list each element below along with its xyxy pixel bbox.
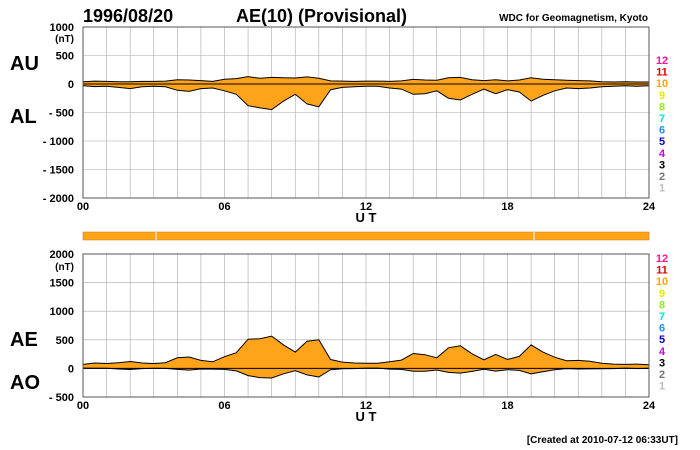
au-al-area <box>83 76 649 110</box>
al-label: AL <box>10 106 37 128</box>
station-count-label: 4 <box>659 148 666 160</box>
data-availability-bar <box>82 231 650 241</box>
station-count-label: 9 <box>659 288 665 300</box>
station-count-label: 11 <box>656 265 668 277</box>
y-tick-label: - 1000 <box>43 136 74 148</box>
ae-ao-x-axis-label: U T <box>356 409 377 424</box>
ae-label: AE <box>10 329 38 351</box>
station-count-label: 7 <box>659 113 665 125</box>
y-tick-label: 1500 <box>50 278 74 290</box>
x-tick-label: 06 <box>218 201 230 213</box>
y-tick-label: 500 <box>56 51 74 63</box>
y-tick-label: 0 <box>68 79 74 91</box>
ae-series-line <box>82 335 650 366</box>
station-count-label: 8 <box>659 299 665 311</box>
au-al-x-axis-label: U T <box>356 210 377 225</box>
station-count-label: 7 <box>659 311 665 323</box>
ae-ao-unit: (nT) <box>55 262 74 273</box>
station-count-label: 6 <box>659 125 665 137</box>
x-tick-label: 00 <box>77 201 89 213</box>
created-timestamp: [Created at 2010-07-12 06:33UT] <box>527 435 678 446</box>
al-series-line <box>82 85 650 111</box>
station-count-label: 6 <box>659 323 665 335</box>
station-count-label: 10 <box>656 78 668 90</box>
station-count-label: 5 <box>659 136 665 148</box>
station-count-label: 12 <box>656 253 668 265</box>
station-count-label: 2 <box>659 369 665 381</box>
station-count-label: 4 <box>659 346 666 358</box>
y-tick-label: 1000 <box>50 306 74 318</box>
ae-ao-plot-border <box>82 253 650 398</box>
x-tick-label: 00 <box>77 400 89 412</box>
y-tick-label: - 1500 <box>43 165 74 177</box>
x-tick-label: 12 <box>360 400 372 412</box>
station-count-label: 12 <box>656 55 668 67</box>
station-count-label: 3 <box>659 159 665 171</box>
source-label: WDC for Geomagnetism, Kyoto <box>499 13 648 24</box>
x-tick-label: 12 <box>360 201 372 213</box>
au-al-x-ticks: 00 06 12 18 24 <box>77 201 656 213</box>
date-title: 1996/08/20 <box>83 6 173 26</box>
au-series-line <box>82 76 649 83</box>
y-tick-label: 2000 <box>50 249 74 261</box>
au-al-unit: (nT) <box>55 34 74 45</box>
station-count-label: 8 <box>659 101 665 113</box>
ae-ao-panel: 2000 1500 1000 500 0 - 500 (nT) 00 06 12 18 24 U … <box>10 249 656 424</box>
ao-label: AO <box>10 372 40 394</box>
au-al-y-ticks: 1000 500 0 - 500 - 1000 - 1500 - 2000 <box>43 22 74 205</box>
y-tick-label: 500 <box>56 335 74 347</box>
station-count-label: 2 <box>659 171 665 183</box>
ae-ao-grid <box>82 253 650 398</box>
y-tick-label: 0 <box>68 363 74 375</box>
x-tick-label: 18 <box>501 201 513 213</box>
au-al-grid <box>82 26 650 199</box>
ae-ao-x-ticks: 00 06 12 18 24 <box>77 400 656 412</box>
station-count-label: 1 <box>659 381 665 393</box>
x-tick-label: 06 <box>218 400 230 412</box>
station-count-label: 5 <box>659 334 665 346</box>
station-count-label: 10 <box>656 276 668 288</box>
station-count-label: 11 <box>656 67 668 79</box>
chart-title: AE(10) (Provisional) <box>236 6 407 26</box>
station-count-label: 9 <box>659 90 665 102</box>
x-tick-label: 24 <box>643 201 656 213</box>
y-tick-label: - 500 <box>49 392 74 404</box>
ae-ao-area <box>83 336 649 378</box>
station-count-label: 1 <box>659 183 665 195</box>
y-tick-label: - 2000 <box>43 193 74 205</box>
ae-ao-y-ticks: 2000 1500 1000 500 0 - 500 <box>49 249 74 404</box>
au-label: AU <box>10 53 39 75</box>
y-tick-label: - 500 <box>49 108 74 120</box>
station-count-label: 3 <box>659 357 665 369</box>
y-tick-label: 1000 <box>50 22 74 34</box>
x-tick-label: 18 <box>501 400 513 412</box>
x-tick-label: 24 <box>643 400 656 412</box>
au-al-plot-border <box>82 26 650 199</box>
